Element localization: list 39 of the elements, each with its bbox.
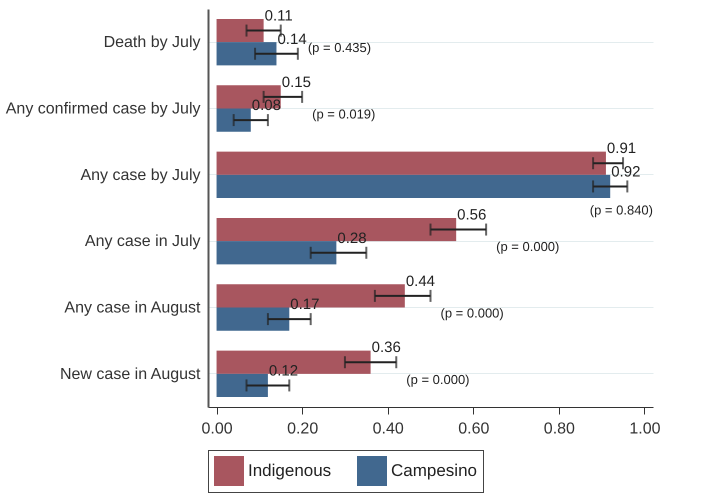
- legend-label: Campesino: [391, 461, 477, 480]
- bar: [216, 174, 610, 198]
- y-tick-label: Death by July: [104, 34, 200, 52]
- bar: [216, 152, 606, 175]
- data-label: 0.91: [606, 140, 636, 158]
- annotation: (p = 0.435): [308, 40, 372, 56]
- bar: [216, 218, 456, 242]
- y-tick-label: Any case in July: [84, 233, 200, 250]
- bar: [216, 42, 276, 66]
- annotation: (p = 0.000): [406, 372, 470, 387]
- legend-label: Indigenous: [248, 461, 332, 480]
- bar: [216, 374, 268, 398]
- data-label: 0.92: [611, 163, 640, 180]
- bar: [216, 18, 264, 42]
- bar: [216, 108, 251, 132]
- x-tick-label: 0.00: [201, 420, 233, 438]
- bar: [216, 241, 336, 264]
- annotation: (p = 0.840): [590, 202, 653, 218]
- data-label: 0.14: [277, 30, 307, 48]
- x-tick-label: 0.40: [372, 420, 404, 438]
- bar: [216, 308, 290, 331]
- y-tick-label: New case in August: [60, 366, 202, 383]
- x-tick-label: 0.20: [287, 420, 318, 438]
- annotation: (p = 0.000): [496, 239, 560, 254]
- data-label: 0.36: [372, 339, 401, 356]
- annotation: (p = 0.019): [312, 106, 376, 122]
- bar: [216, 284, 405, 308]
- data-label: 0.56: [457, 206, 486, 224]
- data-label: 0.15: [282, 74, 311, 91]
- y-tick-label: Any confirmed case by July: [6, 100, 200, 118]
- x-tick-label: 0.80: [544, 420, 576, 438]
- data-label: 0.44: [406, 272, 436, 290]
- y-tick-label: Any case in August: [64, 300, 202, 316]
- y-tick-label: Any case by July: [80, 166, 200, 184]
- x-tick-label: 1.00: [629, 420, 661, 438]
- annotation: (p = 0.000): [440, 306, 504, 320]
- bar: [216, 350, 371, 374]
- data-label: 0.11: [264, 8, 293, 25]
- x-tick-label: 0.60: [458, 420, 490, 438]
